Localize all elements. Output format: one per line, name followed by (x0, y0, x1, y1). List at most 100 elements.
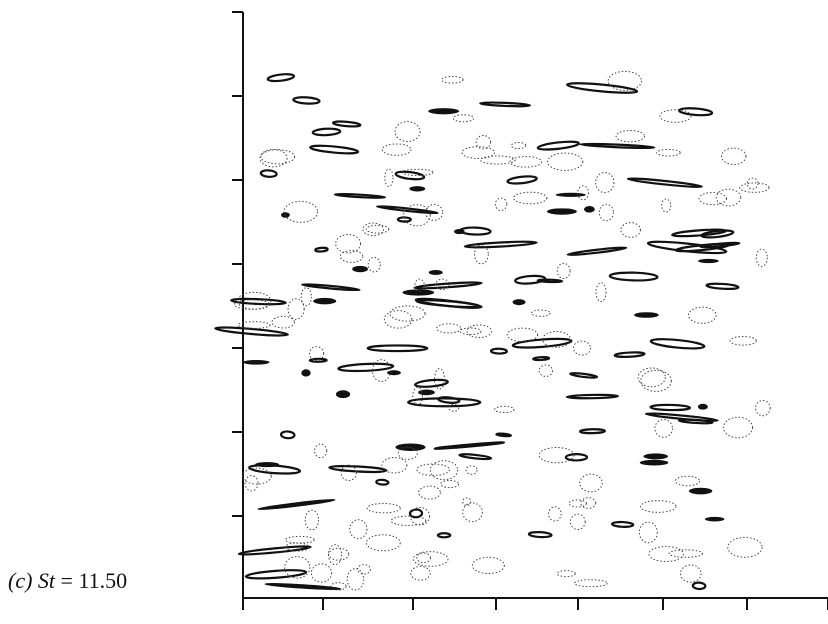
filled-contour (546, 208, 577, 215)
dotted-contour (729, 336, 757, 346)
solid-contour (536, 140, 581, 151)
solid-contour (366, 344, 429, 353)
filled-contour (313, 297, 337, 305)
dotted-contour (414, 278, 425, 292)
axes (232, 11, 828, 610)
dotted-contour (390, 515, 427, 526)
dotted-contour (473, 244, 489, 265)
dotted-contour (260, 149, 296, 165)
dotted-contour (367, 256, 381, 273)
filled-contour (418, 389, 435, 396)
solid-contour (463, 240, 538, 249)
solid-contour (375, 205, 439, 215)
solid-contour (244, 569, 308, 580)
dotted-contour (620, 222, 641, 238)
dotted-contour (349, 519, 368, 540)
dotted-contour (401, 168, 434, 176)
dotted-contour (304, 509, 320, 531)
dotted-contour (659, 109, 692, 123)
dotted-contour (471, 556, 505, 575)
dotted-contour (509, 156, 543, 168)
dotted-contour (394, 121, 421, 143)
dotted-contour (233, 299, 271, 310)
dotted-contour (598, 203, 614, 222)
dotted-contour (510, 141, 527, 150)
filled-contour (242, 359, 270, 365)
solid-contour (579, 142, 656, 150)
dotted-contour (237, 321, 271, 329)
dotted-contour (397, 446, 418, 460)
dotted-contour (530, 309, 551, 317)
dotted-contour (465, 465, 478, 475)
dotted-contour (637, 367, 666, 388)
solid-contour (292, 96, 321, 105)
dotted-contour (416, 463, 450, 476)
filled-contour (697, 403, 708, 410)
dotted-contour (327, 544, 343, 566)
dotted-contour (284, 556, 311, 579)
solid-contour (608, 271, 659, 282)
dotted-contour (674, 475, 701, 487)
solid-contour (564, 453, 589, 462)
filled-contour (409, 186, 426, 192)
solid-contour (458, 453, 493, 461)
dotted-contour (244, 475, 259, 492)
dotted-contour (346, 568, 365, 591)
dotted-contour (661, 198, 672, 213)
solid-contour (691, 581, 707, 591)
solid-contour (436, 532, 452, 539)
dotted-contour (429, 460, 459, 481)
solid-contour (333, 192, 387, 199)
dotted-contour (607, 70, 642, 91)
dotted-contour (441, 75, 464, 84)
dotted-contour (362, 222, 385, 237)
solid-contour (569, 372, 599, 379)
dotted-contour (542, 330, 572, 348)
filled-contour (254, 462, 280, 468)
dotted-contour (722, 416, 754, 439)
dotted-contour (418, 485, 441, 500)
dotted-contour (715, 188, 742, 207)
dotted-contour (573, 579, 608, 588)
solid-contour (264, 582, 342, 591)
dotted-contour (340, 464, 357, 482)
dotted-contour (698, 191, 727, 206)
dotted-contour (475, 134, 492, 150)
dotted-contour (328, 547, 350, 561)
dotted-contour (639, 500, 677, 513)
dotted-contour (466, 324, 493, 339)
solid-contour (413, 281, 483, 290)
solid-contour (611, 520, 635, 528)
dotted-contour (434, 368, 445, 390)
solid-contour (506, 175, 538, 185)
dotted-contour (416, 552, 431, 564)
dotted-contour (365, 534, 401, 552)
dotted-contour (494, 197, 508, 211)
dotted-contour (755, 399, 771, 417)
dotted-contour (595, 282, 607, 303)
solid-contour (311, 127, 342, 137)
dotted-contour (300, 287, 312, 307)
solid-contour (337, 362, 395, 373)
dotted-contour (287, 298, 305, 320)
solid-contour (396, 216, 412, 223)
dotted-contour (259, 148, 288, 168)
panel-label: (c) (8, 568, 32, 593)
dotted-contour (573, 340, 591, 356)
dotted-contour (440, 479, 460, 489)
caption: (c) St = 11.50 (8, 568, 127, 593)
dotted-contour (668, 549, 704, 558)
dotted-contour (339, 250, 364, 263)
filled-contour (428, 108, 460, 115)
filled-contour (698, 258, 719, 264)
filled-contour (352, 265, 368, 273)
dotted-contour (372, 359, 391, 383)
solid-contour (613, 351, 646, 358)
dotted-contour (271, 315, 295, 329)
dotted-contour (580, 497, 597, 509)
filled-contour (643, 453, 668, 460)
solid-contour (626, 177, 703, 189)
filled-contour (281, 212, 290, 218)
